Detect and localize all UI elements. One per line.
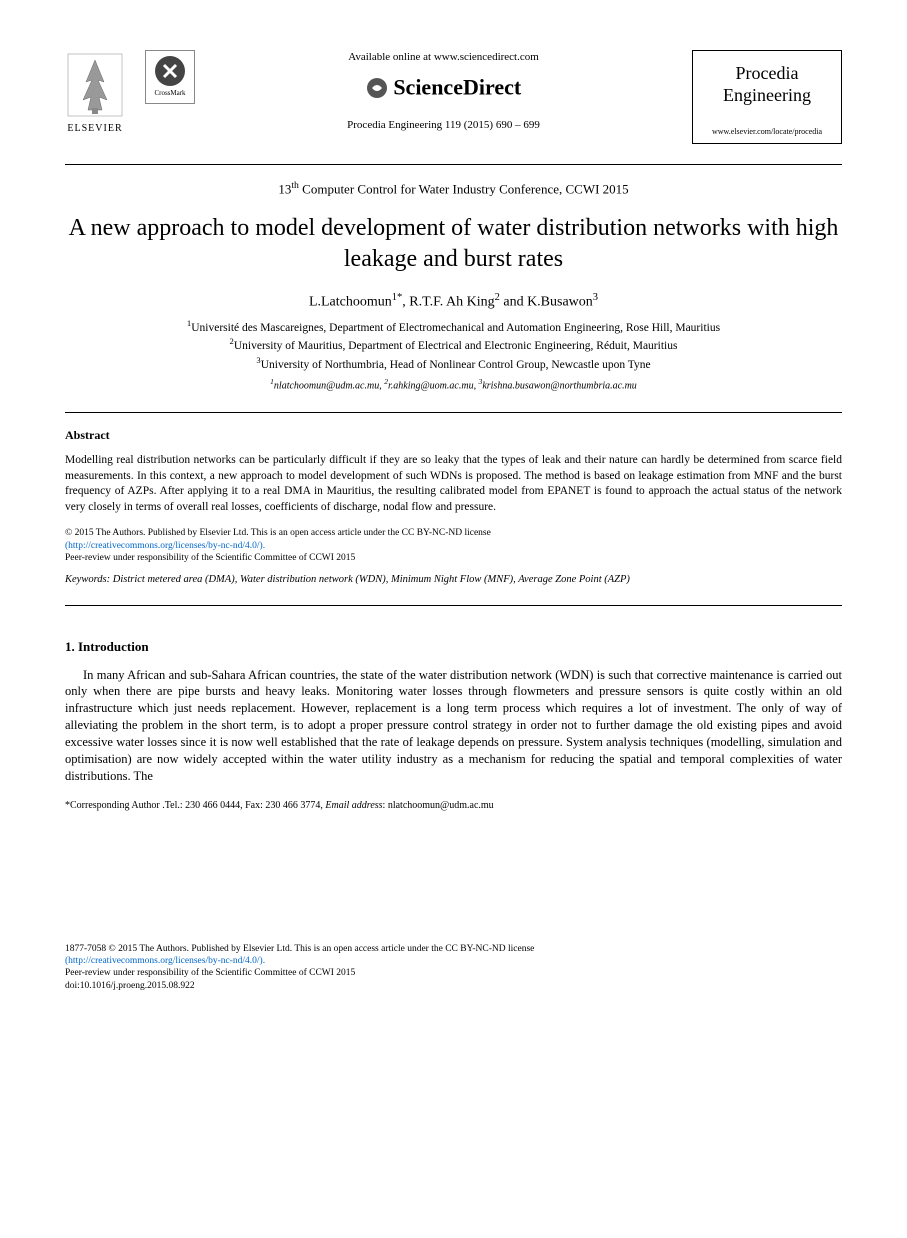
paper-title: A new approach to model development of w… bbox=[65, 213, 842, 275]
elsevier-tree-icon bbox=[65, 50, 125, 120]
conference-line: 13th Computer Control for Water Industry… bbox=[65, 179, 842, 199]
affiliation-1: 1Université des Mascareignes, Department… bbox=[65, 317, 842, 336]
footer-doi: doi:10.1016/j.proeng.2015.08.922 bbox=[65, 981, 195, 991]
divider-3 bbox=[65, 605, 842, 606]
journal-name: Procedia Engineering bbox=[703, 63, 831, 106]
authors-line: L.Latchoomun1*, R.T.F. Ah King2 and K.Bu… bbox=[65, 291, 842, 312]
license-peer-review: Peer-review under responsibility of the … bbox=[65, 553, 355, 563]
header-row: ELSEVIER CrossMark Available online at w… bbox=[65, 50, 842, 144]
footer-license-link[interactable]: (http://creativecommons.org/licenses/by-… bbox=[65, 956, 265, 966]
footer-peer-review: Peer-review under responsibility of the … bbox=[65, 968, 355, 978]
divider-1 bbox=[65, 164, 842, 165]
corresponding-author: *Corresponding Author .Tel.: 230 466 044… bbox=[65, 799, 842, 813]
license-link[interactable]: (http://creativecommons.org/licenses/by-… bbox=[65, 541, 265, 551]
elsevier-logo-block: ELSEVIER bbox=[65, 50, 125, 136]
affiliation-3: 3University of Northumbria, Head of Nonl… bbox=[65, 354, 842, 373]
page-footer: 1877-7058 © 2015 The Authors. Published … bbox=[65, 943, 842, 992]
divider-2 bbox=[65, 412, 842, 413]
sciencedirect-icon bbox=[366, 77, 388, 99]
sciencedirect-logo: ScienceDirect bbox=[210, 71, 677, 103]
available-online-text: Available online at www.sciencedirect.co… bbox=[210, 50, 677, 65]
crossmark-icon bbox=[154, 55, 186, 87]
left-logos: ELSEVIER CrossMark bbox=[65, 50, 195, 136]
journal-url: www.elsevier.com/locate/procedia bbox=[703, 126, 831, 137]
introduction-body: In many African and sub-Sahara African c… bbox=[65, 667, 842, 785]
abstract-heading: Abstract bbox=[65, 427, 842, 444]
introduction-heading: 1. Introduction bbox=[65, 638, 842, 656]
footer-issn: 1877-7058 © 2015 The Authors. Published … bbox=[65, 944, 534, 954]
crossmark-block[interactable]: CrossMark bbox=[145, 50, 195, 104]
license-block: © 2015 The Authors. Published by Elsevie… bbox=[65, 527, 842, 564]
affiliations: 1Université des Mascareignes, Department… bbox=[65, 317, 842, 374]
keywords-line: Keywords: District metered area (DMA), W… bbox=[65, 573, 842, 588]
sciencedirect-text: ScienceDirect bbox=[393, 75, 521, 100]
affiliation-2: 2University of Mauritius, Department of … bbox=[65, 335, 842, 354]
abstract-body: Modelling real distribution networks can… bbox=[65, 453, 842, 515]
elsevier-label: ELSEVIER bbox=[67, 122, 122, 136]
journal-box: Procedia Engineering www.elsevier.com/lo… bbox=[692, 50, 842, 144]
citation-text: Procedia Engineering 119 (2015) 690 – 69… bbox=[210, 118, 677, 133]
center-header: Available online at www.sciencedirect.co… bbox=[195, 50, 692, 133]
author-emails: 1nlatchoomun@udm.ac.mu, 2r.ahking@uom.ac… bbox=[65, 377, 842, 393]
license-line1: © 2015 The Authors. Published by Elsevie… bbox=[65, 528, 491, 538]
crossmark-label: CrossMark bbox=[154, 89, 185, 99]
